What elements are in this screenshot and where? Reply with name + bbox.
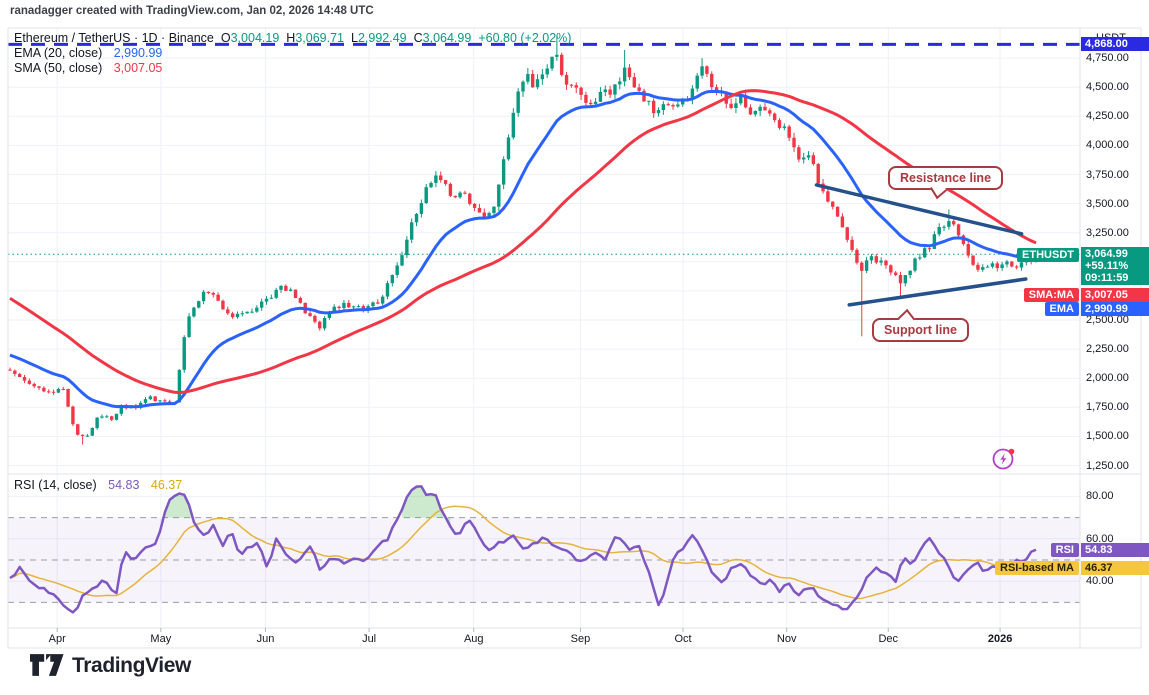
rsi-ma-value: 46.37 — [150, 478, 183, 492]
high-label: H — [286, 31, 296, 45]
open-label: O — [220, 31, 231, 45]
rsi-tick-label: 60.00 — [1086, 532, 1114, 545]
support-line-callout[interactable]: Support line — [872, 308, 969, 342]
symbol-tag: ETHUSDT — [1017, 248, 1079, 262]
last-price-badge: 3,064.99 +59.11% 09:11:59 — [1081, 247, 1149, 285]
flash-icon[interactable] — [991, 445, 1017, 471]
tradingview-wordmark: TradingView — [72, 653, 191, 677]
rsi-ma-value-badge: 46.37 — [1081, 561, 1149, 575]
price-tick-label: 2,500.00 — [1086, 314, 1129, 326]
rsi-ma-tag: RSI-based MA — [995, 561, 1079, 575]
rsi-tick-label: 40.00 — [1086, 575, 1114, 588]
symbol-title: Ethereum / TetherUS · 1D · Binance — [14, 31, 214, 45]
rsi-tick-label: 80.00 — [1086, 490, 1114, 503]
price-tick-label: 1,750.00 — [1086, 401, 1129, 414]
price-tick-label: 1,500.00 — [1086, 430, 1129, 443]
rsi-value: 54.83 — [108, 478, 140, 492]
sma-legend-row[interactable]: SMA (50, close) 3,007.05 — [14, 61, 162, 75]
attribution-text: ranadagger created with TradingView.com,… — [10, 5, 374, 17]
time-tick-label: Sep — [570, 633, 591, 645]
close-label: C — [413, 31, 423, 45]
time-tick-label: Jun — [256, 633, 275, 645]
time-tick-label: Nov — [776, 633, 797, 645]
time-tick-label: Apr — [48, 633, 66, 645]
tradingview-logo-glyph — [30, 654, 64, 676]
rsi-label: RSI (14, close) — [14, 478, 97, 492]
resistance-line-callout[interactable]: Resistance line — [888, 166, 1004, 200]
sma-label: SMA (50, close) — [14, 61, 103, 75]
time-tick-label: Dec — [878, 633, 899, 645]
bar-countdown: 09:11:59 — [1085, 272, 1129, 284]
price-tick-label: 2,250.00 — [1086, 343, 1129, 356]
ema-label: EMA (20, close) — [14, 46, 103, 60]
price-tick-label: 4,500.00 — [1086, 81, 1129, 94]
time-tick-label: Aug — [463, 633, 484, 645]
sma-tag: SMA:MA — [1023, 288, 1079, 302]
rsi-value-badge: 54.83 — [1081, 543, 1149, 557]
time-tick-label: Oct — [674, 633, 692, 645]
rsi-tag: RSI — [1050, 543, 1079, 557]
time-tick-label: May — [150, 633, 172, 645]
price-tick-label: 4,250.00 — [1086, 110, 1129, 123]
ema-value: 2,990.99 — [113, 46, 163, 60]
rsi-legend-row[interactable]: RSI (14, close) 54.83 46.37 — [14, 478, 182, 492]
sma-price-badge: 3,007.05 — [1081, 288, 1149, 302]
time-tick-label: 2026 — [987, 633, 1013, 645]
low-label: L — [350, 31, 358, 45]
price-tick-label: 3,750.00 — [1086, 168, 1129, 181]
high-value: 3,069.71 — [295, 31, 344, 45]
ema-legend-row[interactable]: EMA (20, close) 2,990.99 — [14, 46, 162, 60]
open-value: 3,004.19 — [230, 31, 280, 45]
resistance-callout-text: Resistance line — [900, 171, 992, 185]
sma-value: 3,007.05 — [113, 61, 163, 75]
symbol-legend-row[interactable]: Ethereum / TetherUS · 1D · Binance O3,004… — [14, 31, 571, 45]
time-tick-label: Jul — [362, 633, 377, 645]
ema-price-badge: 2,990.99 — [1081, 302, 1149, 316]
ath-price-badge: 4,868.00 — [1081, 37, 1149, 51]
price-tick-label: 1,250.00 — [1086, 459, 1129, 472]
ema-tag: EMA — [1044, 302, 1079, 316]
price-tick-label: 4,750.00 — [1086, 52, 1129, 65]
change-value: +60.80 (+2.02%) — [478, 31, 572, 45]
price-tick-label: 4,000.00 — [1086, 139, 1129, 152]
tradingview-logo[interactable]: TradingView — [30, 653, 191, 678]
last-price: 3,064.99 — [1085, 248, 1128, 260]
price-tick-label: 3,500.00 — [1086, 197, 1129, 210]
price-tick-label: 2,000.00 — [1086, 372, 1129, 385]
price-change-pct: +59.11% — [1085, 260, 1129, 272]
close-value: 3,064.99 — [422, 31, 472, 45]
low-value: 2,992.49 — [357, 31, 407, 45]
support-callout-text: Support line — [884, 323, 957, 337]
price-tick-label: 3,250.00 — [1086, 226, 1129, 239]
